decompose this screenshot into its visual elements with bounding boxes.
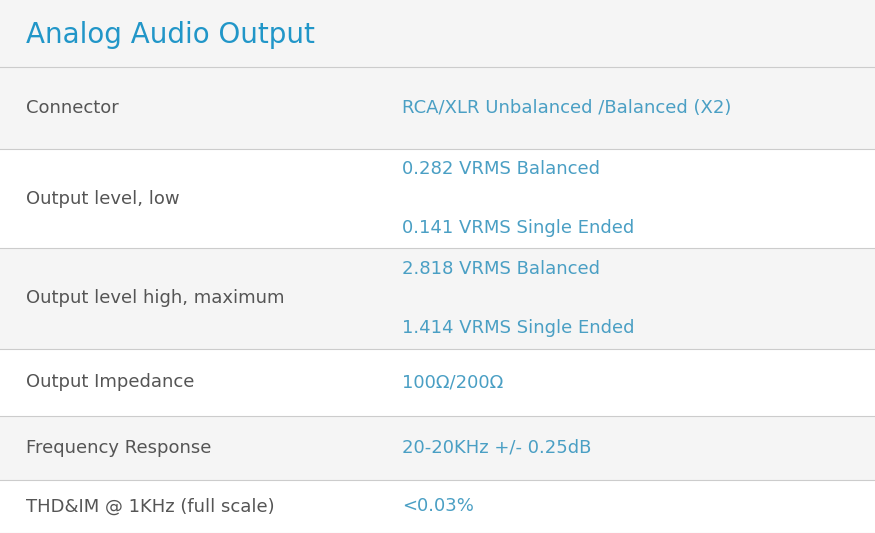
Bar xyxy=(0,149,875,248)
Text: RCA/XLR Unbalanced /Balanced (X2): RCA/XLR Unbalanced /Balanced (X2) xyxy=(402,99,732,117)
Bar xyxy=(0,416,875,480)
Text: 0.282 VRMS Balanced: 0.282 VRMS Balanced xyxy=(402,160,600,178)
Text: 100Ω/200Ω: 100Ω/200Ω xyxy=(402,374,504,391)
Text: Connector: Connector xyxy=(26,99,119,117)
Text: Output level, low: Output level, low xyxy=(26,190,180,207)
Text: Output Impedance: Output Impedance xyxy=(26,374,194,391)
Text: 1.414 VRMS Single Ended: 1.414 VRMS Single Ended xyxy=(402,319,635,337)
Text: <0.03%: <0.03% xyxy=(402,497,474,515)
Bar xyxy=(0,349,875,416)
Bar xyxy=(0,67,875,149)
Text: Analog Audio Output: Analog Audio Output xyxy=(26,21,315,49)
Text: Output level high, maximum: Output level high, maximum xyxy=(26,289,284,308)
Text: 0.141 VRMS Single Ended: 0.141 VRMS Single Ended xyxy=(402,219,634,237)
Bar xyxy=(0,248,875,349)
Text: 2.818 VRMS Balanced: 2.818 VRMS Balanced xyxy=(402,260,600,278)
Text: Frequency Response: Frequency Response xyxy=(26,439,212,457)
Text: THD&IM @ 1KHz (full scale): THD&IM @ 1KHz (full scale) xyxy=(26,497,275,515)
Bar xyxy=(0,480,875,533)
Text: 20-20KHz +/- 0.25dB: 20-20KHz +/- 0.25dB xyxy=(402,439,592,457)
